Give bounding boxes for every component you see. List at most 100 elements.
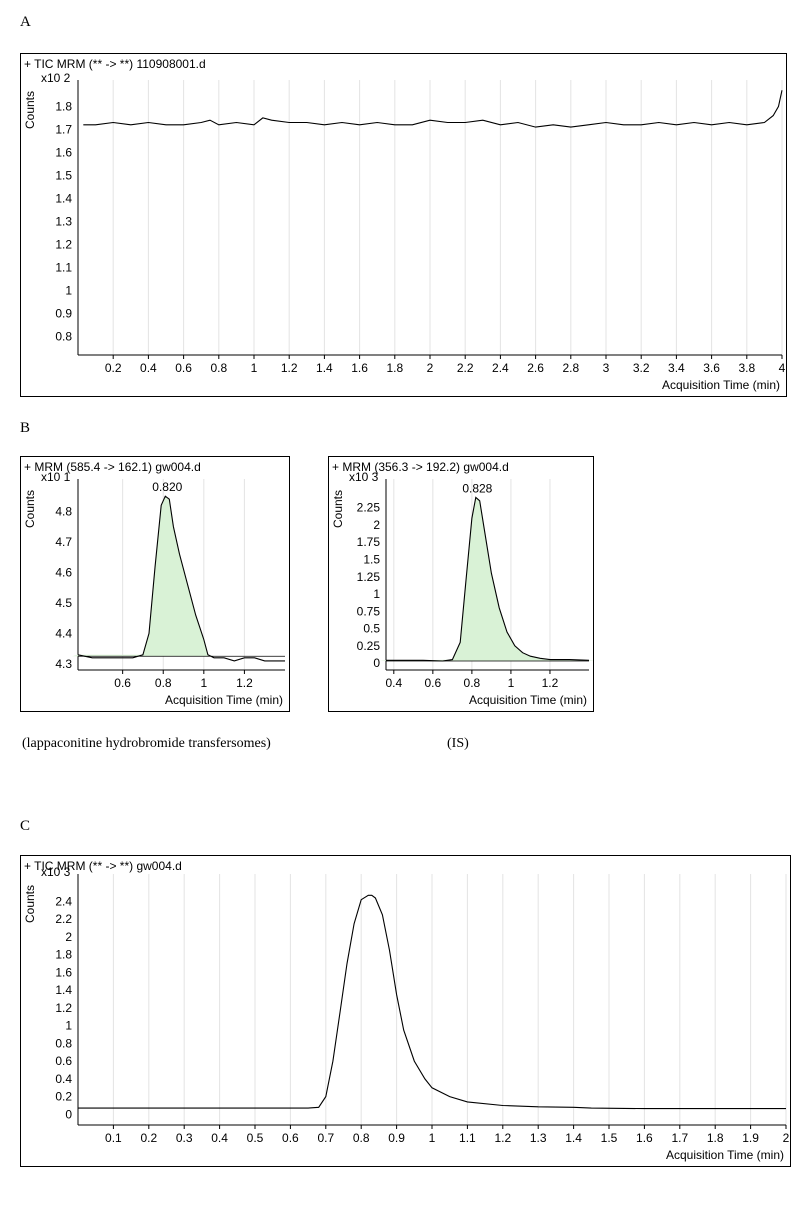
x-tick-label: 1.2 (494, 1131, 511, 1145)
y-ticks: 4.3 4.4 4.5 4.6 4.7 4.8 (55, 504, 72, 671)
x-tick-label: 1.8 (707, 1131, 724, 1145)
y-axis-label: Counts (23, 490, 37, 528)
x-tick-label: 1.1 (459, 1131, 476, 1145)
x-tick-label: 1.8 (386, 361, 403, 375)
y-tick-label: 1.6 (55, 145, 72, 159)
y-tick-label: 0.5 (363, 622, 380, 636)
chart-a: + TIC MRM (** -> **) 110908001.d x10 2 Cou… (20, 53, 787, 397)
y-tick-label: 1.6 (55, 965, 72, 979)
x-ticks: 0.4 0.6 0.8 1 1.2 (385, 670, 559, 690)
x-tick-label: 0.4 (385, 676, 402, 690)
x-tick-label: 3.4 (668, 361, 685, 375)
x-tick-label: 0.8 (353, 1131, 370, 1145)
y-tick-label: 2 (65, 930, 72, 944)
y-tick-label: 1.5 (55, 168, 72, 182)
x-tick-label: 0.8 (464, 676, 481, 690)
x-axis-label: Acquisition Time (min) (469, 693, 587, 707)
x-ticks: 0.1 0.2 0.3 0.4 0.5 0.6 0.7 0.8 0.9 1 1.1 1.2 1.3 1.4… (105, 1125, 790, 1145)
y-tick-label: 0.8 (55, 1036, 72, 1050)
peak-label: 0.820 (152, 480, 182, 494)
y-tick-label: 4.4 (55, 626, 72, 640)
y-tick-label: 0.25 (357, 639, 381, 653)
chart-title: + TIC MRM (** -> **) gw004.d (24, 859, 182, 873)
peak-label: 0.828 (462, 481, 492, 495)
series-line (386, 496, 590, 662)
y-scale-label: x10 1 (41, 470, 71, 484)
y-tick-label: 4.6 (55, 565, 72, 579)
x-tick-label: 4 (779, 361, 786, 375)
y-tick-label: 0 (65, 1107, 72, 1121)
y-scale-label: x10 2 (41, 71, 71, 85)
x-tick-label: 0.8 (155, 676, 172, 690)
x-tick-label: 1.2 (542, 676, 559, 690)
x-tick-label: 2.2 (457, 361, 474, 375)
y-tick-label: 1.4 (55, 191, 72, 205)
y-tick-label: 4.5 (55, 596, 72, 610)
y-tick-label: 1.3 (55, 215, 72, 229)
x-tick-label: 3.8 (738, 361, 755, 375)
peak-area (380, 497, 593, 662)
y-tick-label: 0.8 (55, 330, 72, 344)
y-scale-label: x10 3 (41, 865, 71, 879)
x-tick-label: 1 (251, 361, 258, 375)
x-axis-label: Acquisition Time (min) (165, 693, 283, 707)
x-tick-label: 1.7 (671, 1131, 688, 1145)
chart-b-right: + MRM (356.3 -> 192.2) gw004.d x10 3 Count… (328, 456, 594, 712)
y-tick-label: 0 (373, 656, 380, 670)
y-tick-label: 0.9 (55, 307, 72, 321)
x-tick-label: 0.8 (210, 361, 227, 375)
y-tick-label: 1 (65, 284, 72, 298)
x-tick-label: 0.4 (211, 1131, 228, 1145)
x-tick-label: 1 (200, 676, 207, 690)
y-tick-label: 0.2 (55, 1090, 72, 1104)
y-ticks: 0 0.2 0.4 0.6 0.8 1 1.2 1.4 1.6 1.8 2 2.2 2.4 (55, 895, 72, 1122)
x-ticks: 0.6 0.8 1 1.2 (114, 670, 253, 690)
x-tick-label: 2.4 (492, 361, 509, 375)
series-line (83, 90, 783, 128)
x-tick-label: 1 (429, 1131, 436, 1145)
chart-c: + TIC MRM (** -> **) gw004.d x10 3 Counts 0… (20, 855, 791, 1167)
panel-letter-b: B (20, 420, 31, 436)
x-tick-label: 1.4 (565, 1131, 582, 1145)
y-tick-label: 2.4 (55, 895, 72, 909)
y-ticks: 0 0.25 0.5 0.75 1 1.25 1.5 1.75 2 2.25 (357, 501, 381, 670)
y-tick-label: 0.6 (55, 1054, 72, 1068)
chart-title: + MRM (585.4 -> 162.1) gw004.d (24, 460, 201, 474)
x-tick-label: 0.6 (425, 676, 442, 690)
x-ticks: 0.2 0.4 0.6 0.8 1 1.2 1.4 1.6 1.8 2 2.2 2.4 2.6 2.8 3 3… (105, 355, 786, 375)
y-tick-label: 1 (373, 587, 380, 601)
y-tick-label: 1.8 (55, 948, 72, 962)
chart-title: + TIC MRM (** -> **) 110908001.d (24, 57, 206, 71)
y-tick-label: 2.2 (55, 912, 72, 926)
y-scale-label: x10 3 (349, 470, 379, 484)
y-tick-label: 0.4 (55, 1072, 72, 1086)
x-axis-label: Acquisition Time (min) (666, 1148, 784, 1162)
x-tick-label: 0.9 (388, 1131, 405, 1145)
y-axis-label: Counts (23, 885, 37, 923)
x-tick-label: 0.4 (140, 361, 157, 375)
x-tick-label: 0.2 (105, 361, 122, 375)
x-tick-label: 0.3 (176, 1131, 193, 1145)
y-tick-label: 2 (373, 518, 380, 532)
panel-letter-c: C (20, 818, 31, 834)
x-tick-label: 3.2 (633, 361, 650, 375)
y-tick-label: 1.1 (55, 261, 72, 275)
y-tick-label: 1.75 (357, 535, 381, 549)
x-tick-label: 1.5 (601, 1131, 618, 1145)
y-tick-label: 1.25 (357, 570, 381, 584)
y-tick-label: 4.7 (55, 535, 72, 549)
x-tick-label: 2 (783, 1131, 790, 1145)
y-tick-label: 1.5 (363, 553, 380, 567)
gridlines (112, 874, 787, 1125)
x-tick-label: 0.6 (175, 361, 192, 375)
y-tick-label: 4.8 (55, 504, 72, 518)
x-tick-label: 0.2 (140, 1131, 157, 1145)
caption-b-right: (IS) (447, 736, 469, 751)
y-axis-label: Counts (331, 490, 345, 528)
y-tick-label: 0.75 (357, 604, 381, 618)
x-tick-label: 2.8 (562, 361, 579, 375)
